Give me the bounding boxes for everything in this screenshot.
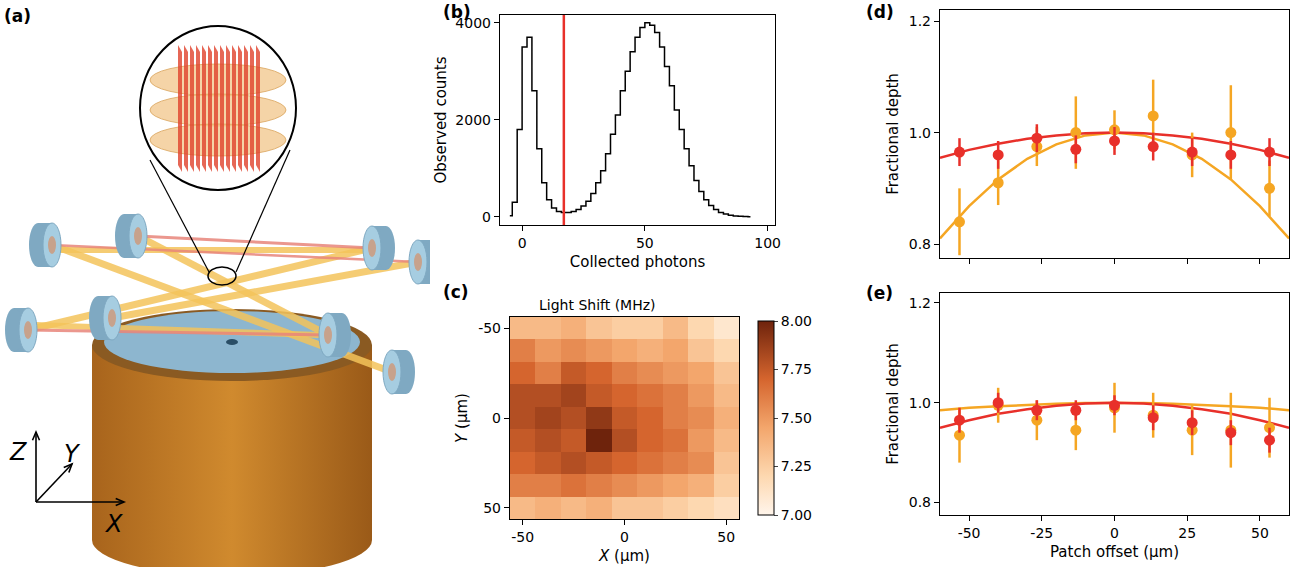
html-text:(d): (d) [866,2,894,22]
svg-text:Light Shift (MHz): Light Shift (MHz) [539,297,656,313]
svg-text:50: 50 [1251,525,1269,541]
svg-text:50: 50 [636,235,654,251]
svg-text:7.50: 7.50 [781,410,812,426]
svg-text:Fractional depth: Fractional depth [884,73,902,195]
svg-text:Observed counts: Observed counts [432,56,450,183]
svg-text:8.00: 8.00 [781,313,812,329]
svg-text:25: 25 [1178,525,1196,541]
svg-text:0.8: 0.8 [909,494,931,510]
svg-text:1.0: 1.0 [909,395,931,411]
svg-text:0: 0 [492,410,501,426]
html-text:(b): (b) [443,2,471,22]
svg-text:0: 0 [1110,525,1119,541]
svg-text:0: 0 [482,209,491,225]
html-text:(e): (e) [866,283,894,303]
svg-text:Patch offset (µm): Patch offset (µm) [1050,543,1179,561]
svg-text:Z: Z [9,438,27,466]
svg-text:2000: 2000 [455,112,491,128]
svg-text:Y: Y [64,440,81,468]
svg-text:4000: 4000 [455,14,491,31]
svg-text:-50: -50 [478,320,501,336]
svg-text:7.75: 7.75 [781,361,812,377]
svg-text:-50: -50 [511,529,534,545]
svg-text:1.2: 1.2 [909,295,931,311]
svg-text:Fractional depth: Fractional depth [884,343,902,465]
svg-text:50: 50 [717,529,735,545]
svg-text:100: 100 [754,235,781,251]
svg-text:Collected photons: Collected photons [570,253,706,271]
svg-text:(a): (a) [4,6,31,26]
svg-text:7.25: 7.25 [781,458,812,474]
svg-text:-25: -25 [1030,525,1053,541]
svg-text:-50: -50 [958,525,981,541]
svg-text:7.00: 7.00 [781,507,812,523]
svg-text:0.8: 0.8 [909,236,931,252]
svg-text:Y (µm): Y (µm) [453,393,471,443]
svg-text:X: X [104,510,123,538]
svg-text:1.2: 1.2 [909,13,931,29]
svg-text:1.0: 1.0 [909,125,931,141]
svg-text:0: 0 [620,529,629,545]
html-text:(c): (c) [443,282,469,302]
svg-text:0: 0 [518,235,527,251]
svg-text:50: 50 [483,500,501,516]
svg-text:X (µm): X (µm) [598,547,650,565]
